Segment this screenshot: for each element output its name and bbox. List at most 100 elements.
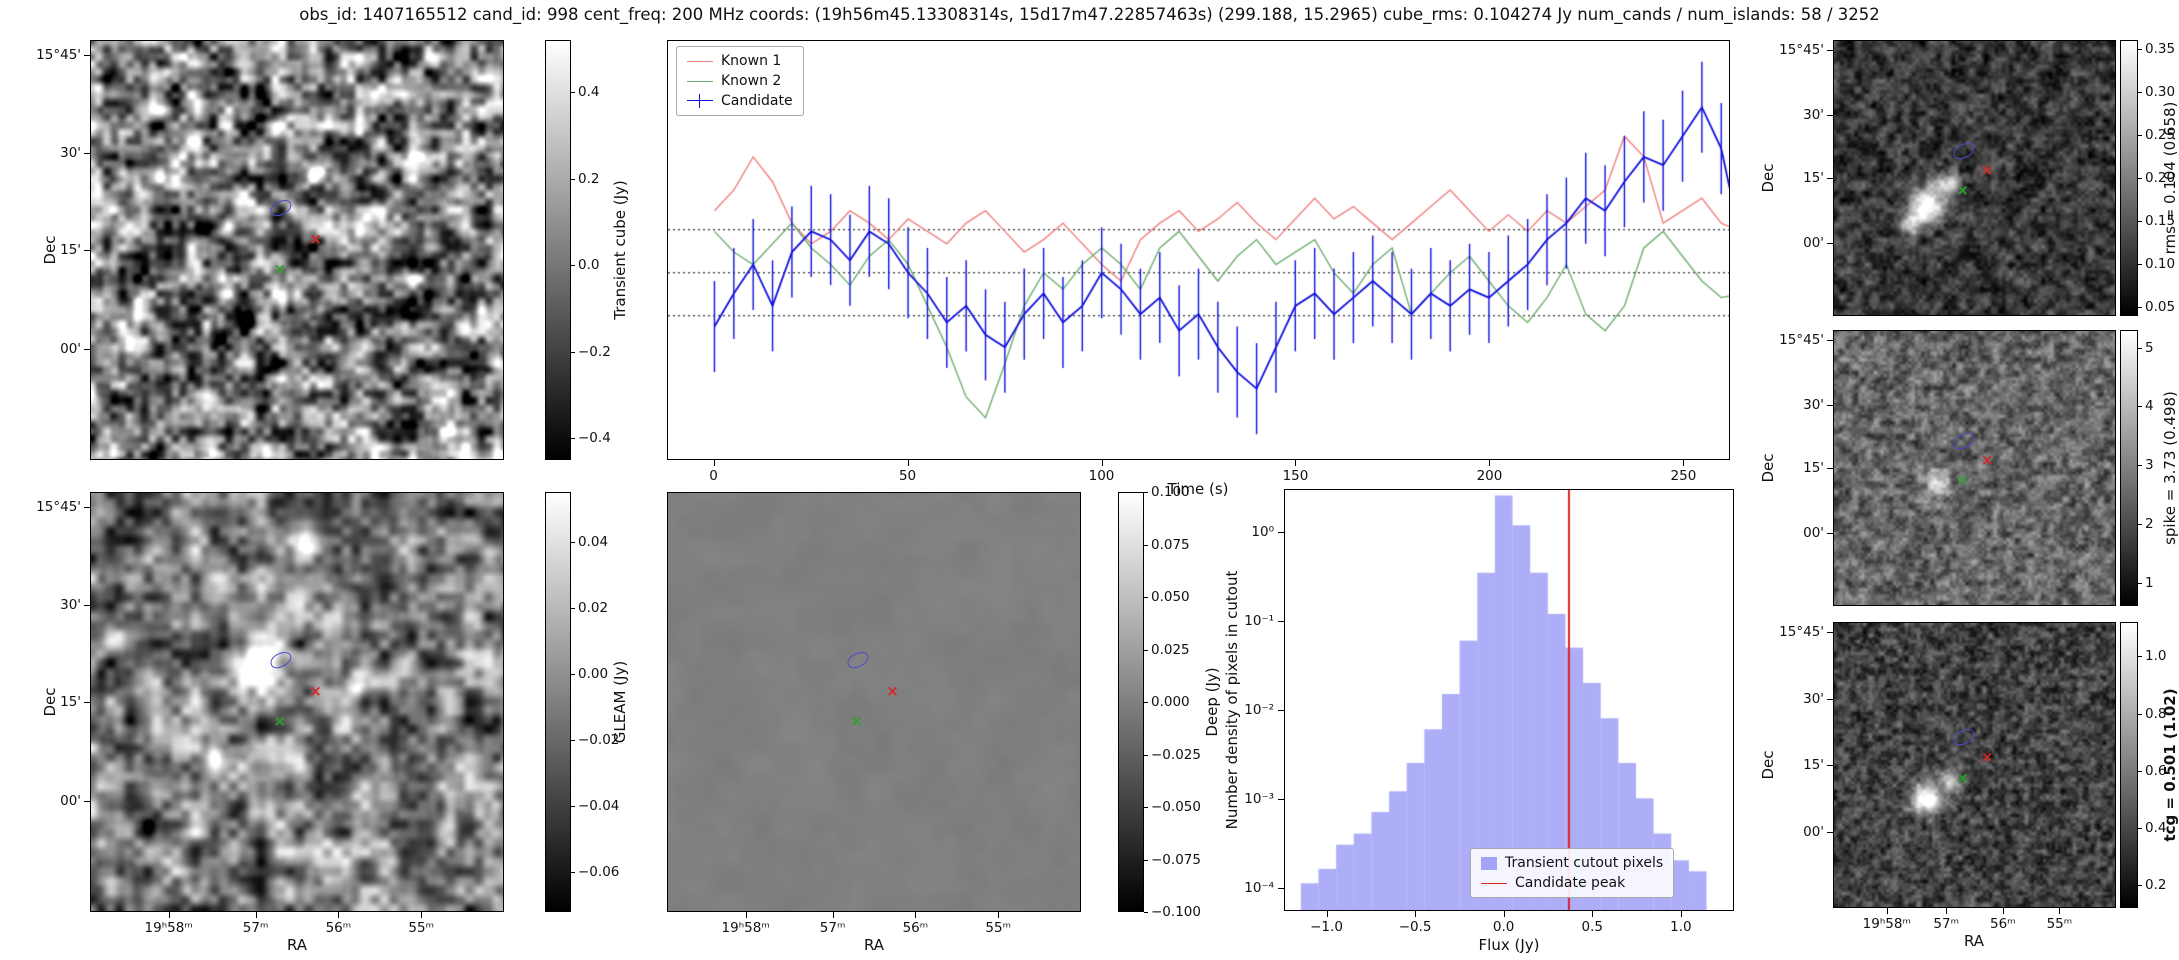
colorbar-tick-label: 0.075: [1151, 536, 1190, 553]
transient-cube-cutout-map: × ×: [90, 40, 504, 460]
histogram-y-axis-label: Number density of pixels in cutout: [1223, 570, 1241, 830]
histogram-x-tick-label: 0.5: [1581, 919, 1604, 935]
lightcurve-x-tick-mark: [1295, 460, 1297, 466]
dec-axis-label-tcg: Dec: [1759, 750, 1777, 780]
colorbar-tick-mark: [571, 806, 575, 808]
spike-colorbar: [2120, 330, 2138, 606]
histogram-x-tick-label: 1.0: [1670, 919, 1692, 935]
colorbar-tick-label: 0.6: [2145, 762, 2167, 779]
rms-noise-image: [1834, 41, 2115, 315]
lightcurve-x-tick-label: 250: [1670, 468, 1697, 484]
dec-tick-mark: [1827, 178, 1833, 179]
colorbar-tick-label: −0.050: [1151, 799, 1201, 815]
dec-tick-mark: [84, 250, 90, 251]
colorbar-tick-label: −0.04: [578, 798, 620, 815]
spike-cutout-map: × ×: [1833, 330, 2116, 606]
candidate-errorbar-swatch: [687, 94, 713, 108]
dec-tick-label: 00': [1803, 524, 1824, 541]
colorbar-tick-mark: [571, 91, 575, 93]
colorbar-tick-mark: [1144, 859, 1148, 861]
histogram-y-tick-label: 10⁻³: [1244, 790, 1274, 807]
candidate-position-x-marker: ×: [1980, 747, 1994, 766]
spike-noise-image: [1834, 331, 2115, 605]
dec-axis-label-rms: Dec: [1759, 163, 1777, 193]
transient-colorbar-label: Transient cube (Jy): [611, 180, 629, 320]
dec-tick-label: 00': [1803, 234, 1824, 251]
known1-legend-label: Known 1: [721, 53, 782, 69]
histogram-y-tick-label: 10⁰: [1251, 523, 1274, 540]
histogram-y-tick-mark: [1278, 887, 1284, 889]
dec-tick-mark: [1827, 699, 1833, 701]
colorbar-tick-label: 0.050: [1151, 589, 1190, 605]
colorbar-tick-mark: [1144, 754, 1148, 756]
colorbar-tick-label: 4: [2145, 398, 2154, 415]
ra-tick-label: 55ᵐ: [408, 920, 434, 936]
legend-entry-candidate: Candidate: [687, 93, 793, 109]
spike-colorbar-label: spike = 3.73 (0.498): [2161, 391, 2179, 545]
lightcurve-x-tick-mark: [1101, 460, 1103, 466]
dec-axis-label-transient: Dec: [41, 235, 59, 265]
gleam-noise-image: [91, 493, 503, 911]
gleam-colorbar-label: GLEAM (Jy): [611, 660, 629, 744]
colorbar-tick-mark: [571, 265, 575, 267]
colorbar-tick-label: 0.4: [2145, 819, 2167, 836]
colorbar-tick-label: 0.8: [2145, 705, 2167, 722]
colorbar-tick-label: 0.10: [2145, 256, 2176, 273]
lightcurve-x-tick-mark: [1489, 460, 1491, 466]
known-source-x-marker: ×: [1956, 768, 1969, 787]
dec-axis-label-spike: Dec: [1759, 453, 1777, 483]
colorbar-tick-mark: [2138, 91, 2142, 93]
ra-tick-mark: [832, 912, 834, 918]
candidate-position-x-marker: ×: [886, 681, 899, 700]
ra-tick-label: 19ʰ58ᵐ: [144, 920, 193, 936]
colorbar-tick-label: 1: [2145, 574, 2154, 591]
colorbar-tick-mark: [2138, 134, 2142, 136]
dec-tick-mark: [1827, 632, 1833, 633]
histogram-fill-swatch: [1481, 856, 1497, 870]
dec-tick-label: 30': [1803, 396, 1824, 413]
dec-tick-label: 00': [1803, 824, 1824, 841]
deep-image: [668, 493, 1080, 911]
ra-axis-label-gleam: RA: [286, 936, 308, 954]
histogram-y-tick-label: 10⁻¹: [1244, 612, 1274, 629]
colorbar-tick-label: 0.025: [1151, 641, 1190, 658]
dec-tick-mark: [1827, 832, 1833, 834]
histogram-x-tick-mark: [1680, 911, 1682, 917]
colorbar-tick-label: 5: [2145, 339, 2154, 356]
candidate-legend-label: Candidate: [721, 93, 793, 109]
colorbar-tick-mark: [2138, 582, 2142, 584]
colorbar-tick-mark: [2138, 523, 2142, 525]
ra-tick-mark: [2002, 908, 2004, 914]
dec-tick-label: 15': [1803, 460, 1824, 476]
ra-tick-mark: [998, 912, 1000, 918]
colorbar-tick-label: −0.2: [578, 343, 611, 360]
legend-entry-known1: Known 1: [687, 53, 793, 69]
legend-entry-known2: Known 2: [687, 73, 793, 89]
candidate-position-x-marker: ×: [309, 681, 322, 700]
colorbar-tick-label: −0.025: [1151, 746, 1201, 763]
colorbar-tick-mark: [571, 541, 575, 543]
known2-legend-label: Known 2: [721, 73, 782, 89]
ra-tick-label: 56ᵐ: [325, 920, 352, 936]
tcg-colorbar: [2120, 622, 2138, 908]
dec-tick-label: 15°45': [36, 498, 81, 515]
gleam-cutout-map: × ×: [90, 492, 504, 912]
lightcurve-x-tick-label: 200: [1476, 468, 1503, 484]
dec-tick-mark: [1827, 404, 1833, 406]
colorbar-tick-mark: [2138, 827, 2142, 829]
colorbar-tick-mark: [571, 607, 575, 609]
dec-tick-label: 15': [1803, 757, 1824, 773]
colorbar-tick-label: 2: [2145, 515, 2154, 532]
gleam-colorbar: [545, 492, 571, 912]
colorbar-tick-label: 3: [2145, 457, 2154, 474]
colorbar-tick-mark: [571, 740, 575, 742]
deep-colorbar-label: Deep (Jy): [1203, 667, 1221, 737]
ra-tick-label: 55ᵐ: [2046, 916, 2073, 932]
histogram-x-tick-mark: [1415, 911, 1417, 917]
histogram-legend: Transient cutout pixels Candidate peak: [1470, 848, 1675, 898]
dec-tick-mark: [84, 506, 90, 508]
dec-tick-mark: [84, 702, 90, 703]
known-source-x-marker: ×: [273, 259, 286, 278]
colorbar-tick-label: 0.05: [2145, 299, 2176, 316]
deep-cutout-map: × ×: [667, 492, 1081, 912]
